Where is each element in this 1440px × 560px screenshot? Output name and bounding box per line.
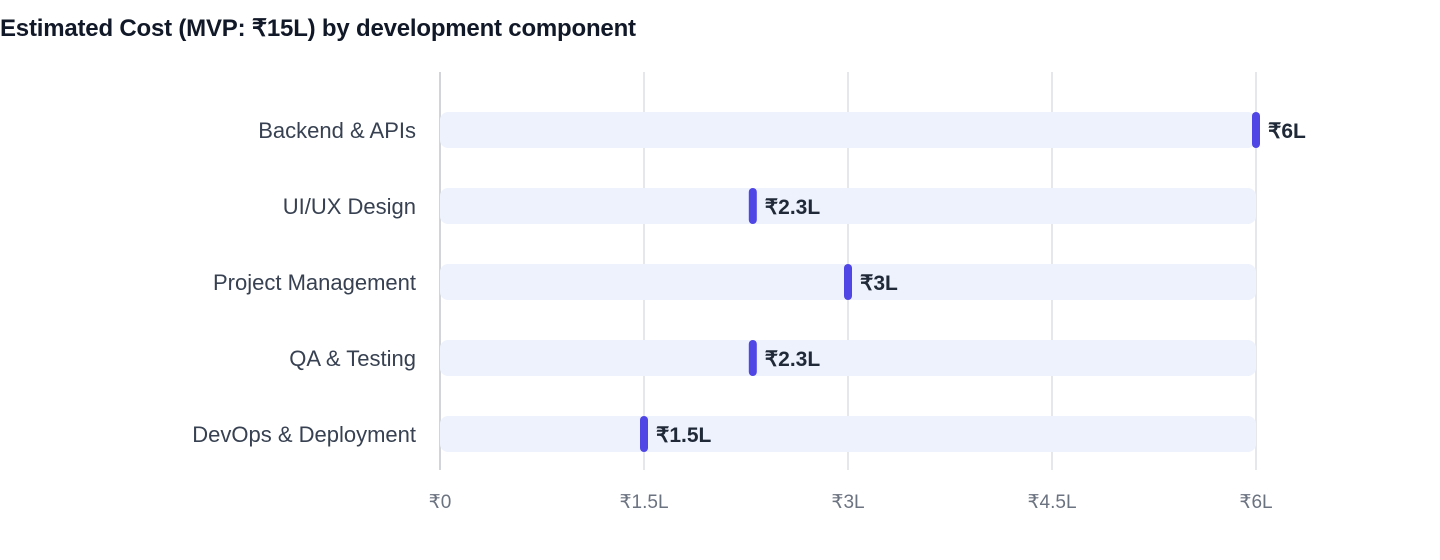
- data-label: ₹2.3L: [765, 348, 821, 371]
- labels: ₹0 ₹1.5L ₹3L ₹4.5L ₹6L Backend & APIs ₹6L UI/UX…: [192, 118, 1306, 513]
- bar-track: [440, 416, 1256, 452]
- x-tick-label: ₹6L: [1239, 492, 1272, 513]
- chart-title: Estimated Cost (MVP: ₹15L) by developmen…: [0, 15, 636, 42]
- bar-marker: [748, 188, 757, 224]
- data-label: ₹1.5L: [656, 424, 712, 447]
- bar-marker: [748, 340, 757, 376]
- bar-track: [440, 188, 1256, 224]
- bar-marker: [844, 264, 852, 300]
- x-tick-label: ₹3L: [831, 492, 864, 513]
- category-label: Project Management: [213, 270, 416, 295]
- bar-tracks: [440, 112, 1256, 452]
- category-label: QA & Testing: [289, 346, 416, 371]
- category-label: Backend & APIs: [258, 118, 416, 143]
- data-label: ₹6L: [1268, 120, 1306, 143]
- bar-track: [440, 112, 1256, 148]
- bar-track: [440, 340, 1256, 376]
- x-tick-label: ₹1.5L: [619, 492, 668, 513]
- data-label: ₹2.3L: [765, 196, 821, 219]
- category-label: DevOps & Deployment: [192, 422, 416, 447]
- x-tick-label: ₹4.5L: [1027, 492, 1076, 513]
- bar-marker: [640, 416, 648, 452]
- bar-marker: [1252, 112, 1260, 148]
- data-label: ₹3L: [860, 272, 898, 295]
- category-label: UI/UX Design: [283, 194, 416, 219]
- x-tick-label: ₹0: [429, 492, 452, 513]
- bar-markers: [640, 112, 1260, 452]
